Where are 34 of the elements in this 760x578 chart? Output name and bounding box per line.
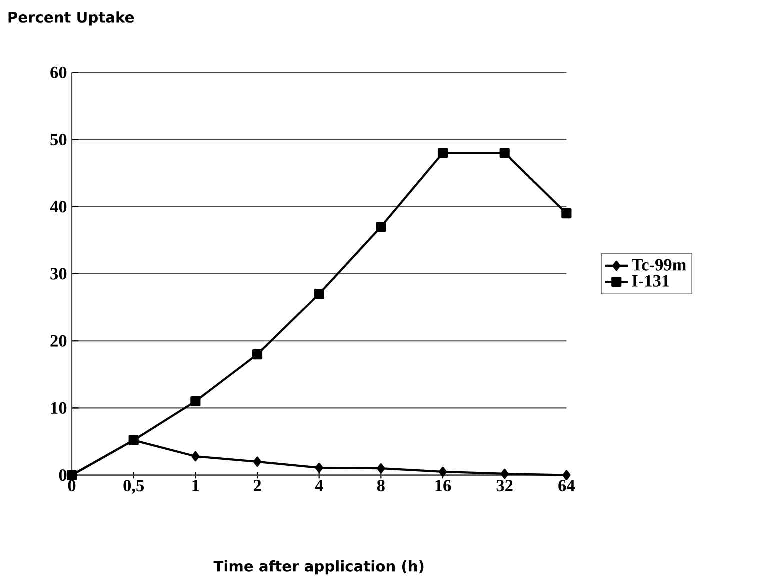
x-tick-label: 4 [315, 480, 324, 492]
x-tick-label: 32 [496, 480, 513, 492]
point [253, 456, 262, 467]
point [252, 349, 263, 360]
point [562, 470, 571, 480]
x-tick-label: 2 [254, 480, 262, 492]
x-tick-label: 0 [68, 480, 76, 492]
x-tick-label: 8 [377, 480, 385, 492]
x-tick-label: 16 [436, 480, 452, 492]
y-tick-label: 20 [50, 335, 67, 347]
point [314, 289, 324, 300]
point [438, 466, 448, 478]
x-tick-label: 0,5 [124, 480, 144, 494]
y-tick-label: 0 [59, 469, 67, 482]
point [315, 462, 324, 473]
y-tick-label: 50 [50, 134, 67, 146]
y-tick-label: 40 [50, 201, 67, 213]
legend-label: I-131 [632, 275, 670, 287]
point [500, 468, 509, 480]
point [190, 396, 201, 407]
point [192, 451, 200, 462]
y-axis-title: Percent Uptake [8, 12, 134, 26]
y-tick-label: 60 [50, 66, 67, 78]
point [562, 208, 572, 219]
y-tick-label: 10 [51, 402, 67, 414]
point [500, 148, 510, 158]
point [376, 222, 386, 232]
y-tick-label: 30 [50, 268, 67, 280]
x-tick-label: 1 [192, 480, 200, 492]
x-axis-title: Time after application (h) [214, 560, 424, 575]
point [377, 464, 386, 474]
point [438, 148, 448, 158]
x-tick-label: 64 [558, 480, 575, 492]
legend-label: Tc-99m [632, 259, 686, 271]
